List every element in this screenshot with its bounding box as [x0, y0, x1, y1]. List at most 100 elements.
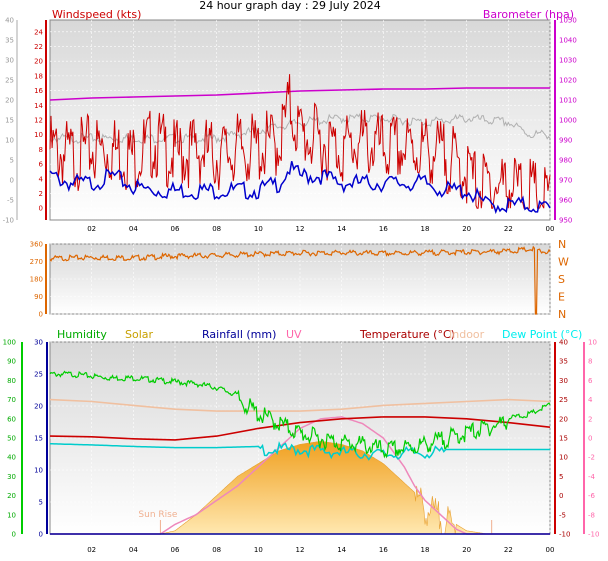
outer-left-tick-label: 35 [5, 37, 14, 45]
compass-label: N [558, 238, 566, 251]
uv-tick-label: 8 [588, 358, 592, 366]
left-tick-label: 0 [39, 311, 43, 319]
humidity-tick-label: 30 [7, 473, 16, 481]
left-tick-label: 180 [30, 276, 43, 284]
humidity-tick-label: 50 [7, 435, 16, 443]
left-tick-label: 4 [39, 175, 44, 183]
uv-tick-label: 10 [588, 339, 597, 347]
temp-tick-label: -5 [559, 511, 566, 519]
x-tick-label: 14 [337, 225, 346, 233]
uv-tick-label: 0 [588, 435, 592, 443]
legend-item: Rainfall (mm) [202, 328, 276, 341]
left-tick-label: 18 [34, 72, 43, 80]
right-tick-label: 1050 [559, 17, 577, 25]
x-tick-label: 16 [379, 225, 388, 233]
temp-tick-label: 40 [559, 339, 568, 347]
legend-item: Dew Point (°C) [502, 328, 582, 341]
temp-tick-label: -10 [559, 531, 570, 539]
left-tick-label: 2 [39, 190, 43, 198]
sunrise-annotation: Sun Rise [138, 510, 177, 520]
series-temperature-line [49, 416, 551, 441]
x-tick-label: 20 [462, 225, 471, 233]
right-tick-label: 950 [559, 217, 572, 225]
humidity-tick-label: 60 [7, 415, 16, 423]
temp-tick-label: 0 [559, 492, 563, 500]
rain-tick-label: 30 [34, 339, 43, 347]
wind-barometer-panel: Windspeed (kts) Barometer (hpa)0246810121… [3, 8, 577, 233]
x-tick-label: 18 [421, 225, 430, 233]
humidity-tick-label: 10 [7, 511, 16, 519]
left-tick-label: 14 [34, 102, 43, 110]
right-tick-label: 1020 [559, 77, 577, 85]
x-tick-label: 02 [87, 546, 96, 554]
x-tick-label: 06 [171, 546, 180, 554]
x-tick-label: 20 [462, 546, 471, 554]
uv-tick-label: -6 [588, 492, 596, 500]
humidity-tick-label: 0 [12, 531, 16, 539]
uv-tick-label: 6 [588, 377, 593, 385]
rain-tick-label: 5 [39, 499, 43, 507]
x-tick-label: 08 [212, 546, 221, 554]
outer-left-tick-label: 10 [5, 137, 14, 145]
uv-tick-label: -2 [588, 454, 595, 462]
uv-tick-label: -8 [588, 511, 595, 519]
left-tick-label: 22 [34, 43, 43, 51]
right-tick-label: 960 [559, 197, 572, 205]
humidity-tick-label: 20 [7, 492, 16, 500]
outer-left-tick-label: 15 [5, 117, 14, 125]
x-tick-label: 04 [129, 225, 138, 233]
series-barometer-line [49, 87, 550, 101]
series-windspeed-line [49, 74, 551, 209]
uv-tick-label: -4 [588, 473, 596, 481]
left-tick-label: 360 [30, 241, 43, 249]
rain-tick-label: 15 [34, 435, 43, 443]
temp-tick-label: 35 [559, 358, 568, 366]
x-tick-label: 12 [296, 546, 305, 554]
uv-tick-label: 4 [588, 396, 593, 404]
right-tick-label: 1010 [559, 97, 577, 105]
outer-left-tick-label: -5 [7, 197, 14, 205]
rain-tick-label: 10 [34, 467, 43, 475]
humidity-tick-label: 40 [7, 454, 16, 462]
compass-label: W [558, 256, 569, 269]
temperature-humidity-solar-panel: Humidity Solar Rainfall (mm) UV Temperature … [3, 328, 600, 554]
legend-item: Humidity [57, 328, 107, 341]
compass-label: S [558, 273, 565, 286]
right-tick-label: 1000 [559, 117, 577, 125]
x-tick-label: 10 [254, 225, 263, 233]
x-tick-label: 02 [87, 225, 96, 233]
temp-tick-label: 30 [559, 377, 568, 385]
right-tick-label: 1030 [559, 57, 577, 65]
series-wind-direction-line [49, 245, 551, 315]
x-tick-label: 08 [212, 225, 221, 233]
series-humidity-line [49, 370, 551, 459]
x-tick-label: 18 [421, 546, 430, 554]
left-tick-label: 270 [30, 258, 43, 266]
right-tick-label: 990 [559, 137, 572, 145]
humidity-tick-label: 80 [7, 377, 16, 385]
outer-left-tick-label: -10 [3, 217, 14, 225]
x-tick-label: 00 [546, 546, 555, 554]
humidity-tick-label: 70 [7, 396, 16, 404]
temp-tick-label: 25 [559, 396, 568, 404]
legend-item: UV [286, 328, 302, 341]
right-tick-label: 970 [559, 177, 572, 185]
uv-tick-label: -10 [588, 531, 599, 539]
left-tick-label: 12 [34, 117, 43, 125]
right-tick-label: 980 [559, 157, 572, 165]
legend-item: Temperature (°C) [359, 328, 455, 341]
left-tick-label: 0 [39, 205, 43, 213]
x-tick-label: 14 [337, 546, 346, 554]
right-tick-label: 1040 [559, 37, 577, 45]
x-tick-label: 16 [379, 546, 388, 554]
left-tick-label: 16 [34, 87, 43, 95]
series-dew-point-line [50, 441, 550, 461]
outer-left-tick-label: 40 [5, 17, 14, 25]
left-tick-label: 90 [34, 293, 43, 301]
uv-tick-label: 2 [588, 415, 592, 423]
compass-label: N [558, 308, 566, 321]
series-average-wind-line [49, 161, 551, 215]
legend-item: Indoor [449, 328, 485, 341]
